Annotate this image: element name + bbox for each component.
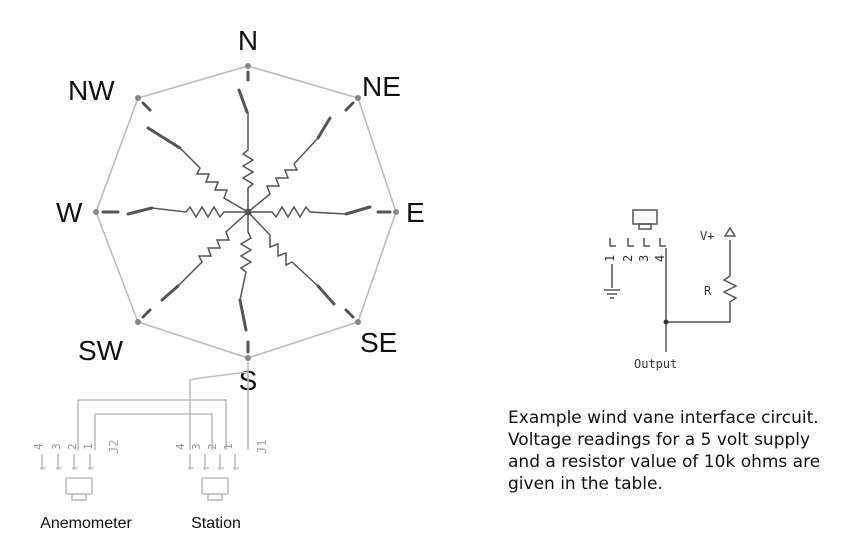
circuit-pin-2: 2 [621,255,635,262]
compass-w: W [56,197,83,228]
reed-switches [101,70,392,354]
compass-n: N [238,25,258,56]
j1-pin-3: 3 [190,443,203,450]
compass-sw: SW [78,335,124,366]
j2-pin-2: 2 [66,443,79,450]
compass-nw: NW [68,75,115,106]
compass-e: E [406,197,425,228]
output-label: Output [634,357,677,371]
j2-label: J2 [107,440,121,454]
j2-pin-3: 3 [50,443,63,450]
circuit-pin-4: 4 [653,255,667,262]
anemometer-label: Anemometer [40,515,132,532]
resistor-network [151,112,347,301]
compass-ne: NE [362,71,401,102]
j1-pin-1: 1 [222,443,235,450]
anemometer-connector: 4 3 2 1 J2 Anemometer [32,440,132,532]
connector-wiring [77,362,249,450]
circuit-pin-3: 3 [637,255,651,262]
circuit-pin-1: 1 [603,255,617,262]
supply-label: V+ [700,229,714,243]
resistor-label: R [704,284,712,298]
j1-pin-4: 4 [174,443,187,450]
j2-pin-4: 4 [32,443,45,450]
j1-label: J1 [255,440,269,454]
j2-pin-1: 1 [82,443,95,450]
j1-pin-2: 2 [206,443,219,450]
station-connector: 4 3 2 1 J1 Station [174,440,269,532]
compass-se: SE [360,327,397,358]
caption-text: Example wind vane interface circuit. Vol… [508,408,821,494]
junction-nodes [93,63,399,361]
interface-circuit: 1 2 3 4 V+ R Output [603,209,738,371]
station-label: Station [191,515,241,532]
